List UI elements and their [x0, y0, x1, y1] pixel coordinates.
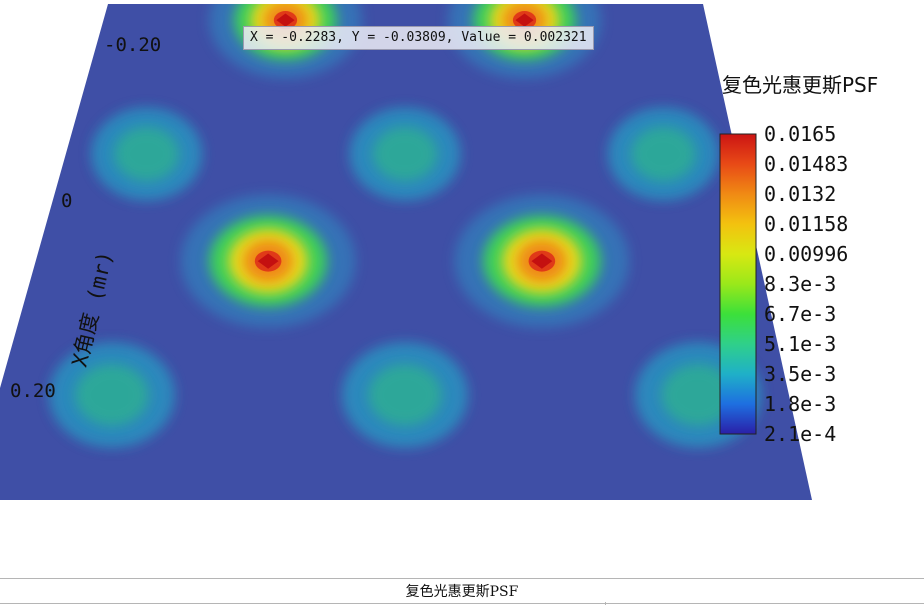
colorbar-ticks: 0.0165 0.01483 0.0132 0.01158 0.00996 8.3e-3 6… — [764, 122, 848, 446]
colorbar — [719, 133, 757, 435]
secondary-lobe-2 — [607, 107, 719, 201]
colorbar-tick-label-8: 3.5e-3 — [764, 362, 836, 386]
colorbar-title: 复色光惠更斯PSF — [722, 73, 878, 97]
cursor-readout: X = -0.2283, Y = -0.03809, Value = 0.002… — [243, 26, 594, 50]
colorbar-tick-label-9: 1.8e-3 — [764, 392, 836, 416]
psf-plot[interactable]: -0.20 0 0.20 X角度 (mr) 复色光惠更斯PSF 0.01650.… — [0, 0, 924, 560]
tick-label-bottom: 0.20 — [10, 380, 56, 402]
lobe-layer — [48, 107, 762, 448]
secondary-lobe-0 — [91, 107, 203, 201]
colorbar-tick-label-2: 0.0132 — [764, 182, 836, 206]
psf-peak-3 — [454, 194, 630, 328]
colorbar-tick-label-5: 8.3e-3 — [764, 272, 836, 296]
colorbar-tick-label-4: 0.00996 — [764, 242, 848, 266]
tick-label-top: -0.20 — [104, 34, 161, 56]
psf-peak-2 — [180, 194, 356, 328]
colorbar-tick-label-1: 0.01483 — [764, 152, 848, 176]
colorbar-tick-label-3: 0.01158 — [764, 212, 848, 236]
colorbar-tick-label-7: 5.1e-3 — [764, 332, 836, 356]
colorbar-tick-label-10: 2.1e-4 — [764, 422, 836, 446]
tab-divider — [605, 602, 606, 605]
secondary-lobe-1 — [349, 107, 461, 201]
secondary-lobe-3 — [48, 342, 176, 448]
tick-label-middle: 0 — [61, 190, 72, 212]
colorbar-tick-label-0: 0.0165 — [764, 122, 836, 146]
secondary-lobe-4 — [341, 342, 469, 448]
colorbar-tick-label-6: 6.7e-3 — [764, 302, 836, 326]
bottom-title-bar: 复色光惠更斯PSF — [0, 578, 924, 604]
bottom-title: 复色光惠更斯PSF — [405, 584, 519, 600]
